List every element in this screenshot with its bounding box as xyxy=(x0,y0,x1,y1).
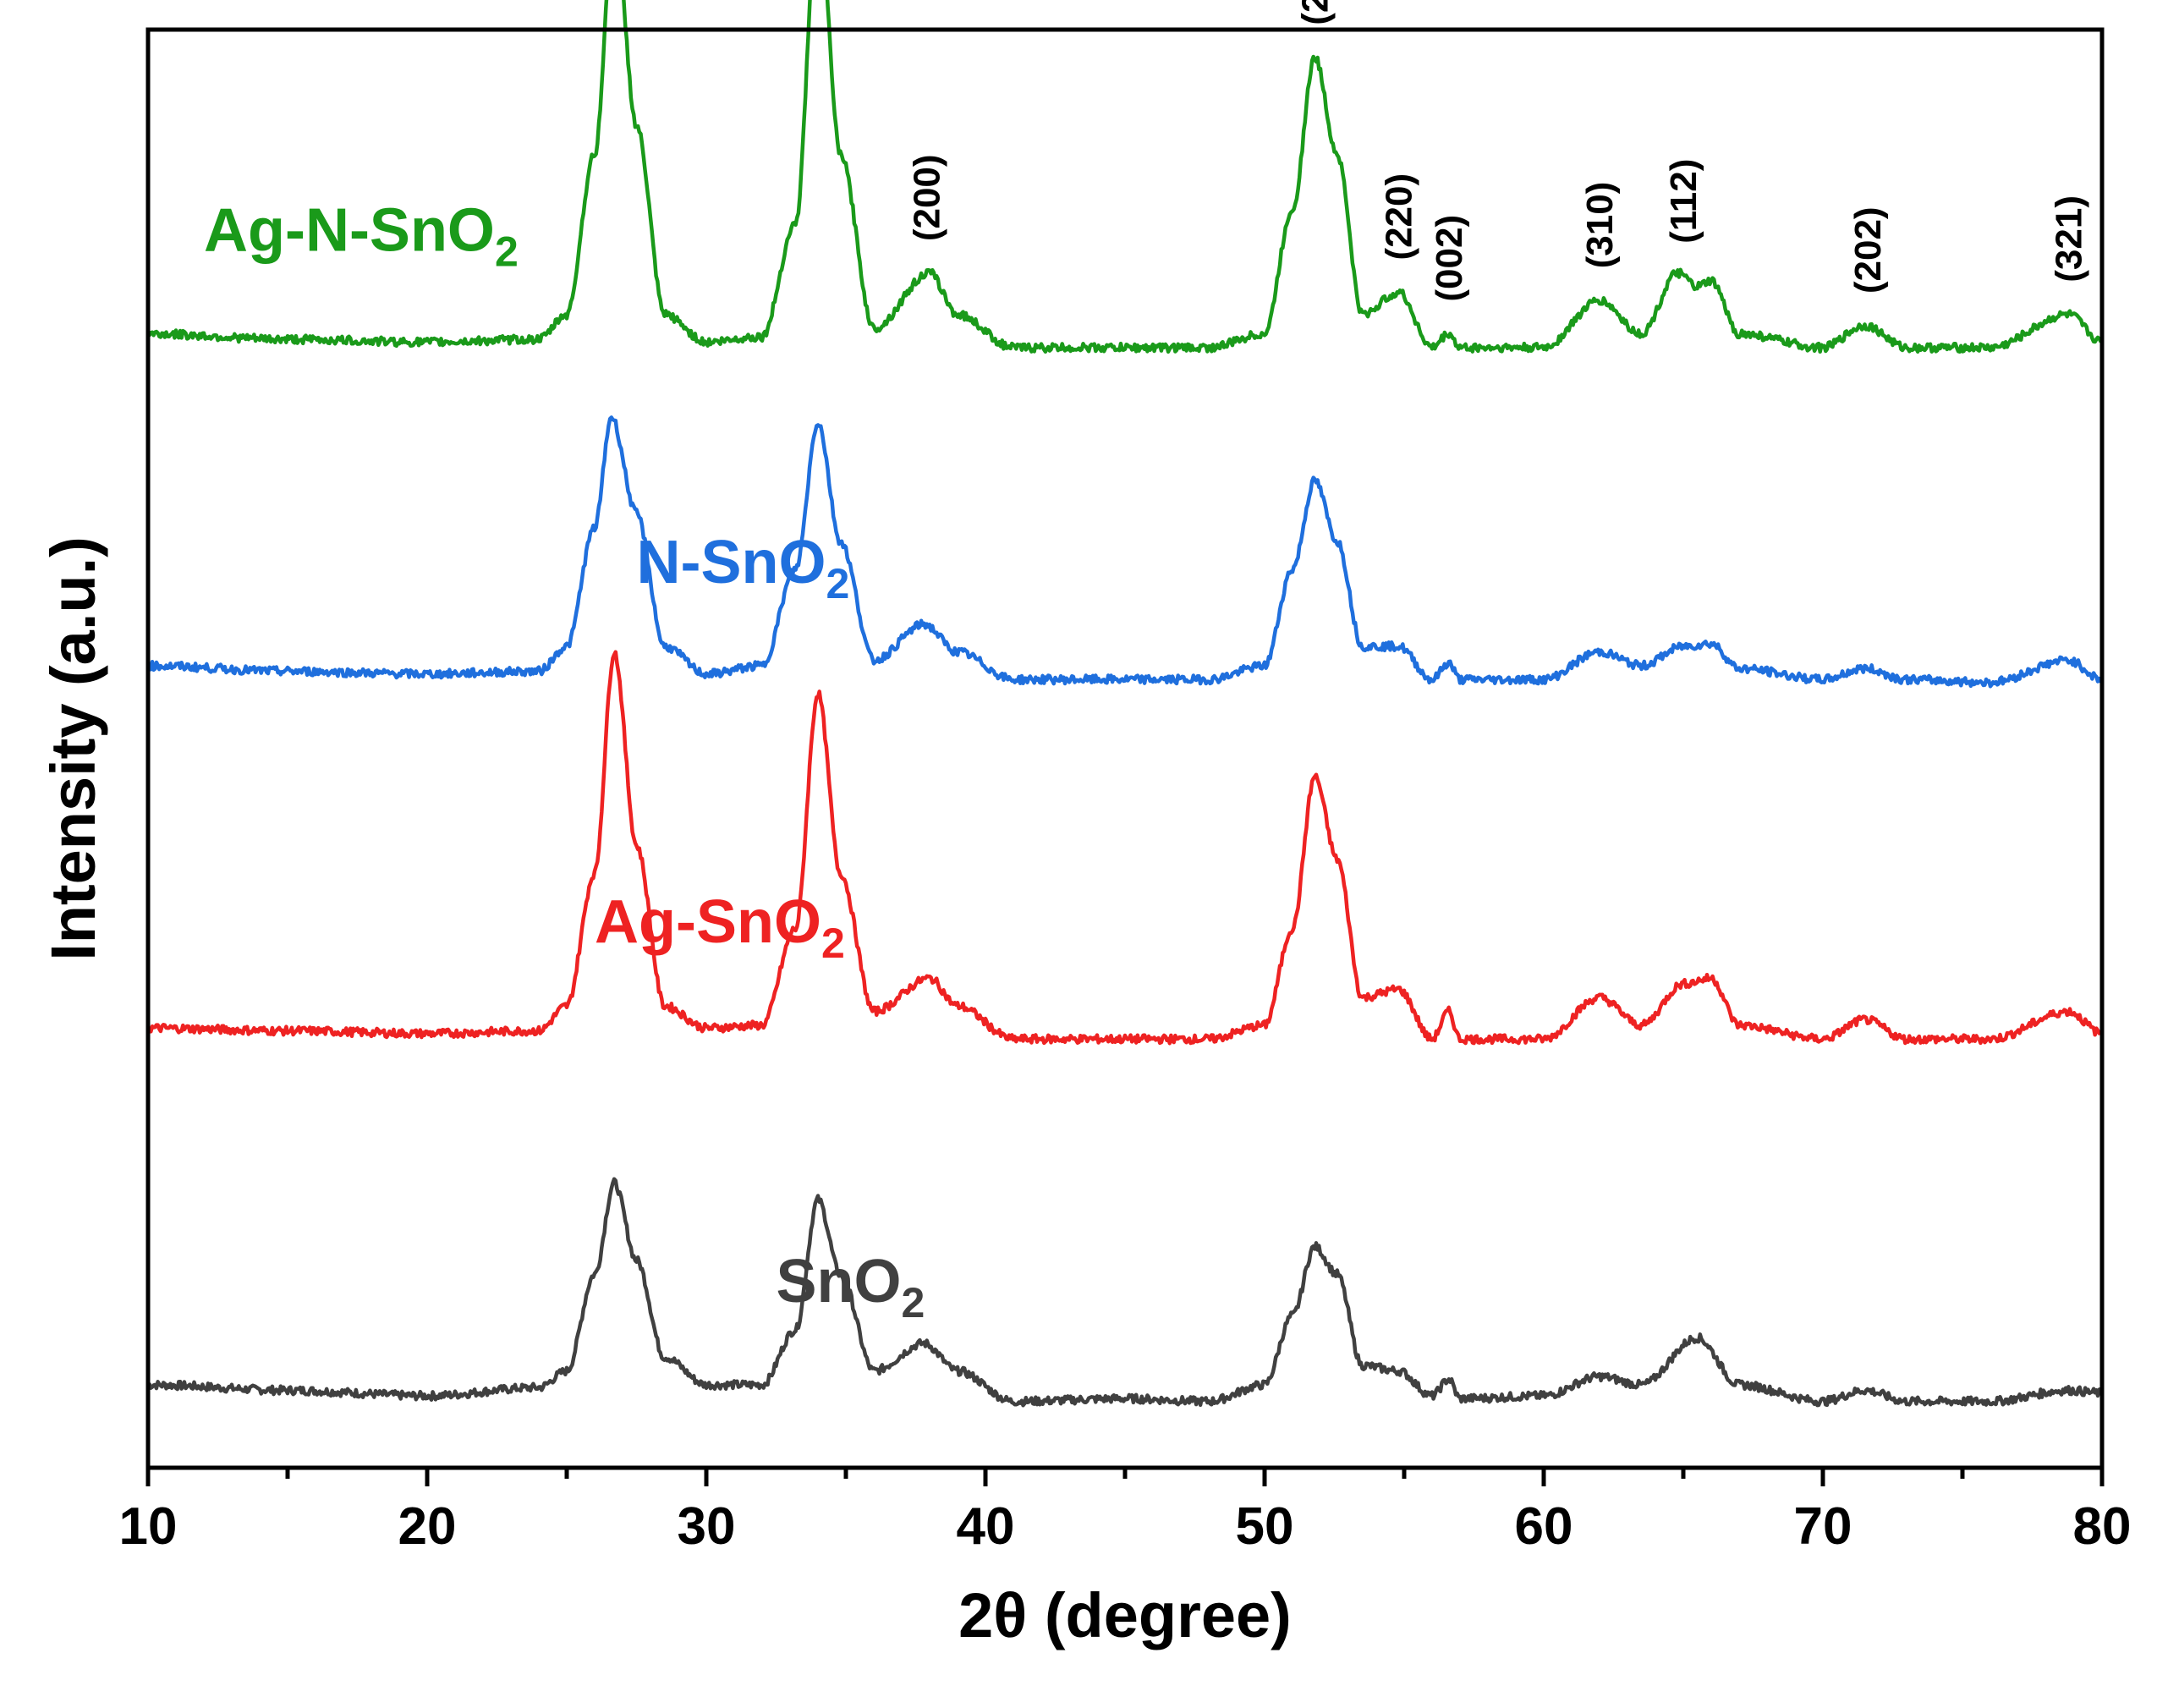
peak-label--112-: (112) xyxy=(1663,159,1704,244)
peak-label--310-: (310) xyxy=(1579,182,1621,269)
peak-label--211-: (211) xyxy=(1294,0,1336,25)
peak-label--220-: (220) xyxy=(1378,173,1419,261)
traces-layer xyxy=(146,0,2105,1408)
x-tick-label-50: 50 xyxy=(1236,1497,1294,1556)
series-label-ag-n-sno2: Ag-N-SnO2 xyxy=(204,197,519,276)
x-tick-label-10: 10 xyxy=(119,1497,178,1556)
peak-label--321-: (321) xyxy=(2048,195,2089,283)
trace-n-sno2 xyxy=(146,415,2104,689)
series-label-sno2: SnO2 xyxy=(777,1248,925,1326)
trace-ag-n-sno2 xyxy=(147,0,2103,354)
trace-ag-sno2 xyxy=(146,650,2104,1046)
x-tick-label-30: 30 xyxy=(678,1497,736,1556)
x-tick-label-20: 20 xyxy=(398,1497,457,1556)
trace-sno2 xyxy=(147,1177,2105,1408)
x-tick-label-40: 40 xyxy=(957,1497,1015,1556)
peak-label--202-: (202) xyxy=(1847,206,1889,294)
series-label-ag-sno2: Ag-SnO2 xyxy=(595,888,845,967)
x-tick-label-70: 70 xyxy=(1794,1497,1852,1556)
x-axis-title: 2θ (degree) xyxy=(958,1580,1292,1650)
y-axis-title: Intensity (a.u.) xyxy=(38,536,108,961)
x-tick-label-60: 60 xyxy=(1515,1497,1573,1556)
peak-label--002-: (002) xyxy=(1429,215,1470,302)
peak-label--200-: (200) xyxy=(907,154,948,241)
x-tick-label-80: 80 xyxy=(2073,1497,2132,1556)
peak-labels-layer: (110)(101)(200)(211)(220)(002)(310)(112)… xyxy=(907,0,2090,302)
series-label-n-sno2: N-SnO2 xyxy=(637,529,850,607)
x-axis-ticks: 10 20 30 40 50 60 70 80 xyxy=(119,1468,2132,1556)
series-labels-layer: SnO2 Ag-SnO2 N-SnO2 Ag-N-SnO2 xyxy=(204,197,925,1326)
